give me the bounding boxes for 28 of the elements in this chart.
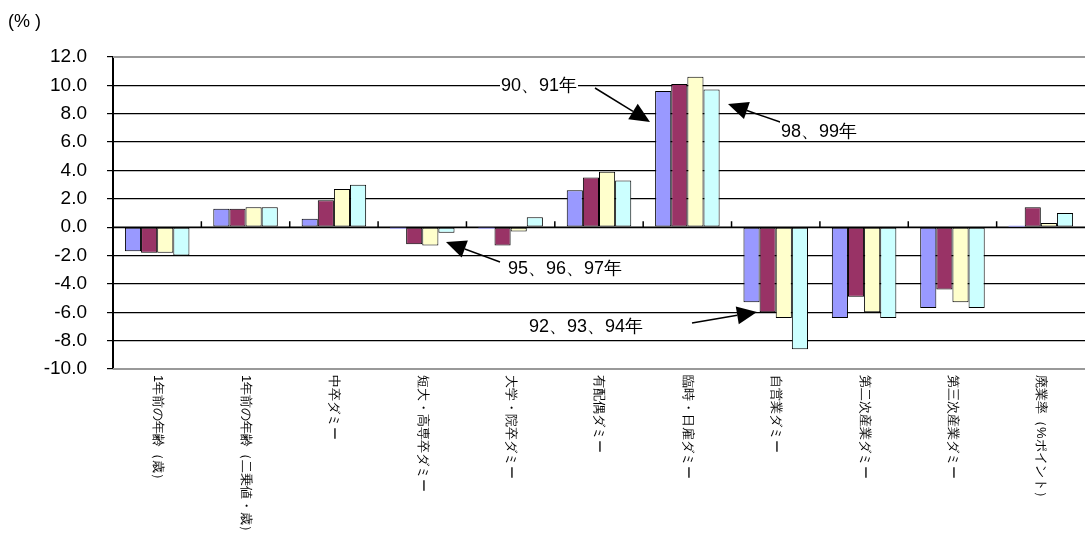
y-tick-label: 4.0 [60,158,87,180]
x-tick-label: 第二次産業ダミー [857,375,873,479]
x-tick-label: 第三次産業ダミー [945,375,961,479]
x-tick-label: 1年前の年齢（二乗値・歳） [238,375,254,539]
x-tick-label: 自営業ダミー [769,375,785,453]
y-tick-label: -10.0 [43,357,87,379]
x-tick-label: 臨時・日雇ダミー [680,375,696,479]
y-tick-label: 12.0 [50,45,87,67]
y-tick-label: 10.0 [50,73,87,95]
y-tick-label: -8.0 [54,328,87,350]
x-tick-label: 大学・院卒ダミー [504,375,520,479]
y-tick-label: 8.0 [60,101,87,123]
x-tick-label: 1年前の年齢（歳） [150,375,166,487]
annotation: 92、93、94年 [528,316,645,336]
annotation: 90、91年 [500,75,579,95]
y-tick-label: -6.0 [54,300,87,322]
x-tick-label: 廃業率（%ポイント） [1034,375,1050,504]
y-tick-label: -2.0 [54,243,87,265]
y-tick-label: 0.0 [60,215,87,237]
x-tick-label: 短大・高専卒ダミー [415,375,431,492]
annotation: 98、99年 [780,121,859,141]
x-tick-label: 有配偶ダミー [592,375,608,453]
y-tick-label: 2.0 [60,187,87,209]
y-tick-label: -4.0 [54,272,87,294]
y-tick-label: 6.0 [60,130,87,152]
y-axis-title: (% ) [8,10,41,31]
x-tick-label: 中卒ダミー [327,375,343,440]
annotation: 95、96、97年 [507,258,624,278]
